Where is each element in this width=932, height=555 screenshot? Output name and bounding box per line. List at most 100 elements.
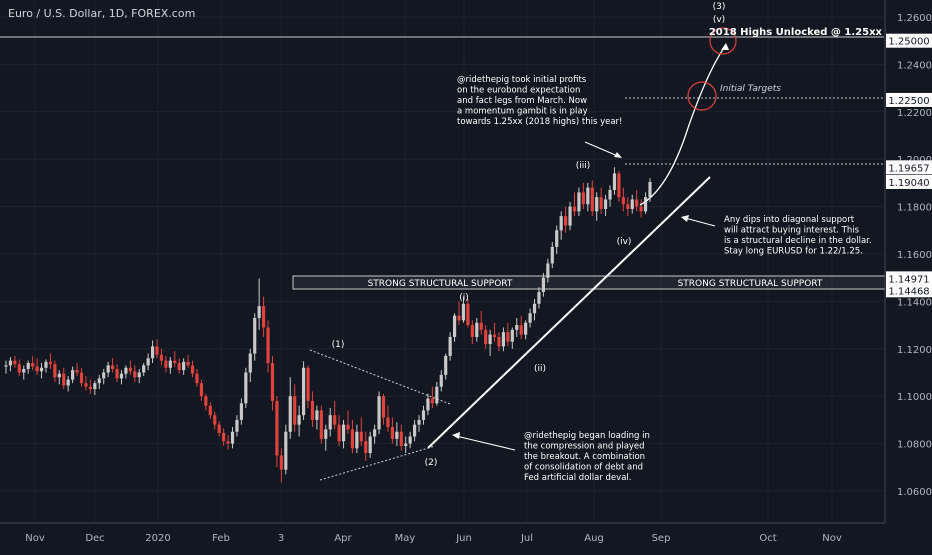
candle	[510, 327, 514, 349]
candle-body	[257, 306, 261, 318]
candle-body	[568, 206, 572, 226]
candle-body	[399, 431, 403, 446]
price-tag: 1.14971	[886, 271, 932, 286]
candle-body	[17, 364, 21, 373]
candle-body	[346, 424, 350, 430]
candle-body	[461, 303, 466, 321]
x-tick-label: Jul	[520, 533, 533, 544]
candle-body	[284, 431, 288, 470]
candle	[84, 376, 88, 391]
candle	[142, 363, 146, 377]
projection-curve	[639, 44, 727, 206]
candle	[581, 182, 585, 209]
candle	[492, 322, 497, 342]
x-tick-label: Dec	[85, 533, 104, 544]
candle-body	[226, 441, 230, 444]
candle-body	[164, 360, 168, 368]
candle	[168, 357, 172, 374]
candle	[102, 368, 106, 385]
note-line: a momentum gambit is in play	[457, 107, 588, 117]
candle	[164, 355, 168, 373]
candle-body	[546, 263, 550, 278]
candle-body	[319, 410, 323, 439]
candle-body	[146, 358, 150, 366]
candle-body	[626, 204, 630, 209]
candle-body	[488, 334, 492, 345]
candle-body	[421, 410, 426, 420]
candle-body	[128, 367, 132, 372]
candle	[559, 211, 563, 240]
candle-body	[612, 173, 617, 191]
candle	[186, 354, 190, 368]
candle	[586, 182, 590, 212]
candle	[71, 366, 75, 384]
candle	[617, 171, 621, 202]
candle-body	[239, 403, 243, 420]
chart-title: Euro / U.S. Dollar, 1D, FOREX.com	[8, 7, 195, 20]
candle-body	[373, 429, 377, 437]
candle-body	[350, 429, 355, 449]
candle-body	[177, 363, 181, 371]
candle-body	[75, 370, 79, 373]
candle-body	[648, 181, 652, 198]
candle	[279, 448, 283, 483]
candle	[528, 308, 532, 328]
x-axis: Nov Dec 2020 Feb 3 Apr May Jun Jul Aug Sep Oct Nov	[25, 533, 842, 544]
price-tag: 1.25000	[886, 33, 932, 48]
candle	[435, 381, 439, 406]
y-tick-label: 1.26000	[897, 13, 932, 24]
candle	[204, 393, 208, 411]
price-tag-label: 1.22500	[888, 96, 929, 107]
candle	[639, 199, 643, 218]
candle	[173, 351, 177, 367]
price-axis	[885, 0, 932, 523]
support-label-left: STRONG STRUCTURAL SUPPORT	[368, 279, 513, 289]
candle	[253, 313, 257, 361]
diagonal-support-line	[427, 176, 711, 449]
candle	[608, 185, 612, 207]
candle	[546, 258, 550, 283]
candle-body	[53, 364, 57, 378]
grid	[0, 0, 885, 523]
note-line: towards 1.25xx (2018 highs) this year!	[457, 117, 622, 127]
candle	[257, 278, 261, 330]
candle	[213, 411, 217, 430]
candle	[399, 424, 403, 451]
candle	[488, 329, 492, 356]
candle	[550, 242, 554, 269]
candle	[310, 391, 315, 428]
candle-body	[270, 363, 275, 401]
candle	[595, 192, 599, 221]
candle-body	[621, 197, 625, 205]
x-tick-label: Sep	[652, 533, 671, 544]
candle-body	[541, 277, 546, 292]
candle-body	[430, 398, 434, 404]
candle-body	[199, 383, 204, 397]
candle	[159, 348, 164, 366]
candle-body	[501, 332, 506, 347]
candle	[621, 187, 625, 212]
candle	[244, 367, 248, 409]
candle	[57, 370, 61, 385]
candle-body	[524, 322, 528, 335]
candle-body	[532, 303, 537, 314]
candle	[417, 415, 421, 432]
y-tick-label: 1.16000	[897, 250, 932, 261]
candle	[217, 421, 221, 437]
candle	[426, 393, 430, 416]
candle	[457, 301, 461, 326]
candle-body	[448, 336, 452, 356]
wave-iv-label: (iv)	[617, 237, 632, 247]
candle	[270, 355, 275, 411]
x-tick-label: Nov	[822, 533, 842, 544]
candle	[150, 340, 155, 364]
candle-body	[213, 415, 217, 425]
arrow-note-right	[684, 217, 716, 227]
candle	[421, 405, 426, 425]
candle	[293, 384, 297, 432]
candle	[386, 405, 390, 432]
candle	[537, 287, 541, 309]
candle-body	[506, 332, 510, 342]
